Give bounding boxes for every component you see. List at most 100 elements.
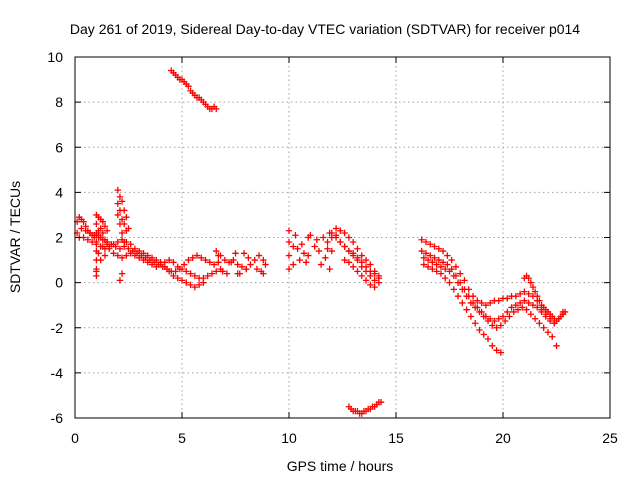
- data-point: [121, 238, 128, 246]
- data-point: [185, 83, 192, 90]
- y-tick-label: 0: [55, 275, 63, 291]
- data-point: [459, 286, 466, 293]
- data-point: [350, 263, 357, 271]
- data-point: [317, 261, 325, 268]
- data-point: [86, 229, 94, 237]
- data-point: [510, 308, 517, 316]
- data-point: [345, 259, 353, 266]
- x-axis-title: GPS time / hours: [287, 458, 394, 474]
- data-point: [165, 268, 173, 275]
- data-point: [444, 252, 451, 259]
- y-tick-label: 8: [55, 94, 63, 110]
- data-point: [341, 229, 348, 237]
- data-point: [114, 238, 121, 246]
- data-point: [174, 274, 181, 282]
- data-point: [457, 270, 464, 277]
- data-point: [375, 279, 383, 286]
- data-point: [243, 265, 250, 273]
- data-point: [527, 311, 535, 318]
- data-point: [424, 263, 432, 271]
- data-point: [103, 227, 111, 234]
- data-point: [118, 216, 126, 223]
- data-point: [536, 297, 543, 304]
- data-point: [531, 315, 539, 322]
- data-point: [234, 261, 241, 268]
- data-point: [285, 238, 293, 246]
- data-point: [476, 308, 483, 316]
- data-point: [506, 313, 513, 320]
- data-point: [131, 245, 139, 252]
- data-point: [452, 263, 460, 271]
- data-point: [114, 252, 121, 259]
- data-point: [435, 245, 442, 252]
- data-point: [427, 241, 434, 248]
- data-point: [446, 268, 453, 275]
- data-point: [337, 227, 344, 234]
- data-point: [322, 254, 329, 262]
- data-point: [354, 245, 361, 252]
- data-point: [253, 265, 261, 273]
- data-point: [215, 259, 222, 266]
- data-point: [99, 229, 107, 237]
- data-point: [187, 270, 194, 277]
- y-tick-label: -2: [51, 320, 64, 336]
- data-point: [80, 218, 87, 225]
- data-point: [523, 306, 530, 313]
- data-point: [114, 211, 121, 219]
- data-point: [433, 261, 440, 268]
- data-point: [118, 270, 126, 277]
- data-point: [305, 234, 312, 241]
- data-points: [73, 67, 569, 417]
- data-point: [497, 349, 505, 356]
- data-point: [519, 304, 526, 311]
- data-point: [110, 250, 117, 257]
- data-point: [504, 295, 511, 302]
- x-tick-labels: 0 5 10 15 20 25: [71, 430, 618, 446]
- data-point: [439, 259, 447, 266]
- data-point: [324, 238, 331, 246]
- x-tick-label: 15: [388, 430, 404, 446]
- data-point: [358, 252, 365, 259]
- data-point: [521, 288, 528, 295]
- data-point: [97, 225, 104, 232]
- data-point: [176, 265, 184, 273]
- data-point: [525, 274, 532, 282]
- data-point: [97, 256, 104, 264]
- data-point: [362, 256, 370, 264]
- data-point: [123, 213, 130, 221]
- data-point: [290, 261, 297, 268]
- data-point: [442, 274, 449, 282]
- data-point: [418, 236, 425, 243]
- data-point: [525, 290, 532, 298]
- data-point: [371, 277, 378, 284]
- data-point: [223, 270, 231, 277]
- data-point: [358, 263, 365, 271]
- data-point: [480, 313, 487, 320]
- data-point: [463, 306, 470, 313]
- data-point: [467, 313, 475, 320]
- data-point: [298, 241, 306, 248]
- data-point: [437, 263, 445, 271]
- data-point: [114, 186, 121, 194]
- data-point: [202, 256, 209, 264]
- data-point: [219, 268, 226, 275]
- data-point: [210, 261, 218, 268]
- data-point: [439, 247, 447, 255]
- data-point: [540, 324, 547, 331]
- data-point: [427, 252, 434, 259]
- data-point: [367, 272, 374, 280]
- data-point: [234, 270, 241, 277]
- data-point: [313, 236, 321, 243]
- data-point: [262, 261, 269, 268]
- y-tick-label: 2: [55, 230, 63, 246]
- data-point: [448, 256, 455, 264]
- data-point: [367, 281, 374, 289]
- data-point: [508, 304, 515, 311]
- data-point: [495, 297, 502, 304]
- data-point: [195, 281, 203, 289]
- data-point: [93, 238, 100, 246]
- data-point: [183, 268, 190, 275]
- data-point: [187, 281, 194, 289]
- data-point: [471, 320, 479, 327]
